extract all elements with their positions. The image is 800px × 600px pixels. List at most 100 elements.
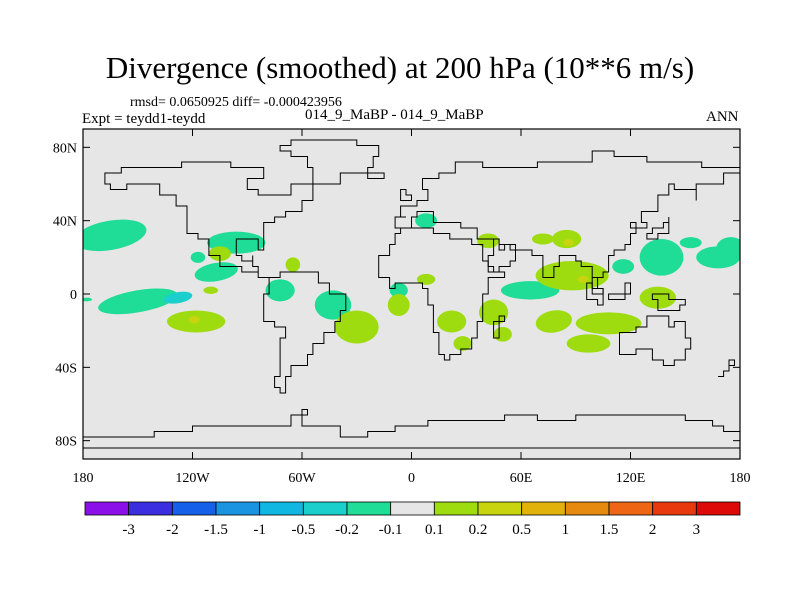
field-blob-pos_weak	[437, 310, 467, 333]
field-blob-neg_weak	[265, 279, 295, 302]
season-label: ANN	[706, 109, 739, 125]
lon-label: 180	[73, 471, 94, 486]
colorbar-label: 2	[649, 522, 657, 538]
field-blob-pos_weak	[208, 246, 231, 261]
coastlines	[83, 139, 740, 449]
colorbar-labels: -3 -2 -1.5 -1 -0.5 -0.2 -0.1 0.1 0.2 0.5 1 1.5 2 3	[122, 522, 700, 538]
field-blob-pos_weak	[203, 286, 219, 295]
field-blob-neg_weak	[83, 297, 93, 302]
lon-label: 60W	[288, 471, 316, 486]
colorbar-swatch	[215, 501, 261, 516]
colorbar-swatch	[84, 501, 130, 516]
case-label: 014_9_MaBP - 014_9_MaBP	[305, 107, 484, 123]
field-blob-neg_weak	[639, 239, 684, 276]
field-blob-pos_weak	[639, 286, 677, 309]
colorbar-swatch	[433, 501, 479, 516]
coastline-antarctica	[83, 409, 740, 449]
colorbar-label: 3	[693, 522, 701, 538]
coastline-north-america	[104, 161, 314, 278]
lon-label: 120E	[616, 471, 646, 486]
coastline-new-zealand	[718, 359, 735, 377]
coastline-uk	[400, 189, 412, 201]
field-blob-neg_weak	[415, 213, 438, 229]
field-blob-pos_weak	[531, 233, 554, 245]
colorbar-label: -0.1	[379, 522, 403, 538]
colorbar-swatch	[564, 501, 610, 516]
field-blob-neg_mid	[163, 291, 193, 304]
colorbar-label: -2	[166, 522, 179, 538]
field-blob-neg_weak	[716, 237, 740, 260]
colorbar-swatch	[171, 501, 217, 516]
coastline-japan	[646, 217, 670, 240]
field-blob-neg_weak	[83, 219, 147, 252]
colorbar-swatch	[346, 501, 392, 516]
lat-label: 80S	[55, 435, 77, 450]
field-blob-neg_weak	[679, 237, 702, 249]
colorbar-swatch	[652, 501, 697, 516]
coastline-iceland	[367, 172, 385, 179]
field-blob-pos_weak	[552, 229, 582, 249]
field-blob-pos_weak	[493, 327, 512, 342]
field-blob-pos_weak	[285, 257, 301, 272]
field-blob-neg_weak	[190, 251, 206, 263]
colorbar-swatch	[521, 501, 566, 516]
field-blob-pos_weak	[453, 336, 472, 351]
colorbar-label: -1.5	[204, 522, 228, 538]
lat-label: 40S	[55, 361, 77, 376]
coastline-eurasia	[394, 150, 740, 295]
stats-line: rmsd= 0.0650925 diff= -0.000423956	[130, 95, 342, 110]
coastline-greenland	[279, 139, 380, 185]
field-blob-pos_weak	[334, 310, 379, 344]
field-blob-pos_weak	[566, 334, 611, 353]
field-blob-pos_weak	[535, 310, 572, 333]
field-blob-pos_weak	[387, 294, 410, 316]
field-blob-pos_mid	[577, 275, 589, 284]
colorbar-swatch	[608, 501, 654, 516]
colorbar-label: 1	[562, 522, 570, 538]
lon-label: 180	[730, 471, 751, 486]
colorbar-swatch	[390, 501, 435, 516]
field-blob-pos_weak	[575, 312, 642, 335]
lat-label: 80N	[53, 141, 77, 156]
axis-ticks	[82, 129, 741, 459]
colorbar-label: 0.2	[469, 522, 488, 538]
longitude-labels: 180 120W 60W 0 60E 120E 180	[73, 471, 751, 486]
lon-label: 120W	[175, 471, 210, 486]
colorbar-swatch	[302, 501, 348, 516]
lat-label: 40N	[53, 215, 77, 230]
colorbar-label: -3	[122, 522, 135, 538]
field-blob-neg_weak	[194, 262, 238, 282]
field-blob-neg_weak	[389, 283, 408, 298]
coastline-australia	[619, 315, 692, 366]
coastline-south-america	[263, 271, 347, 394]
field-blob-neg_weak	[314, 290, 352, 320]
divergence-field	[83, 213, 740, 353]
lon-label: 60E	[510, 471, 533, 486]
plot-title: Divergence (smoothed) at 200 hPa (10**6 …	[105, 50, 695, 85]
colorbar-label: -1	[253, 522, 266, 538]
colorbar-label: 1.5	[600, 522, 619, 538]
coastline-sumatra	[586, 282, 604, 306]
coastline-borneo	[608, 282, 631, 300]
colorbar-swatch	[259, 501, 304, 516]
colorbar-label: 0.1	[425, 522, 444, 538]
field-blob-pos_mid	[188, 316, 200, 324]
colorbar-swatch	[695, 501, 741, 516]
coastline-africa	[378, 227, 506, 361]
colorbar	[84, 501, 741, 516]
colorbar-label: -0.5	[291, 522, 315, 538]
field-blob-neg_weak	[500, 281, 560, 300]
lat-label: 0	[70, 288, 77, 303]
field-blob-pos_weak	[477, 233, 500, 249]
coastline-madagascar	[493, 315, 506, 339]
field-blob-neg_weak	[98, 288, 178, 315]
field-blob-neg_weak	[612, 259, 635, 274]
experiment-label: Expt = teydd1-teydd	[82, 111, 206, 127]
coastline-new-guinea	[651, 293, 686, 311]
lon-label: 0	[408, 471, 415, 486]
colorbar-swatch	[128, 501, 173, 516]
field-blob-pos_mid	[562, 239, 574, 247]
colorbar-label: -0.2	[335, 522, 359, 538]
latitude-labels: 80N 40N 0 40S 80S	[53, 141, 77, 449]
